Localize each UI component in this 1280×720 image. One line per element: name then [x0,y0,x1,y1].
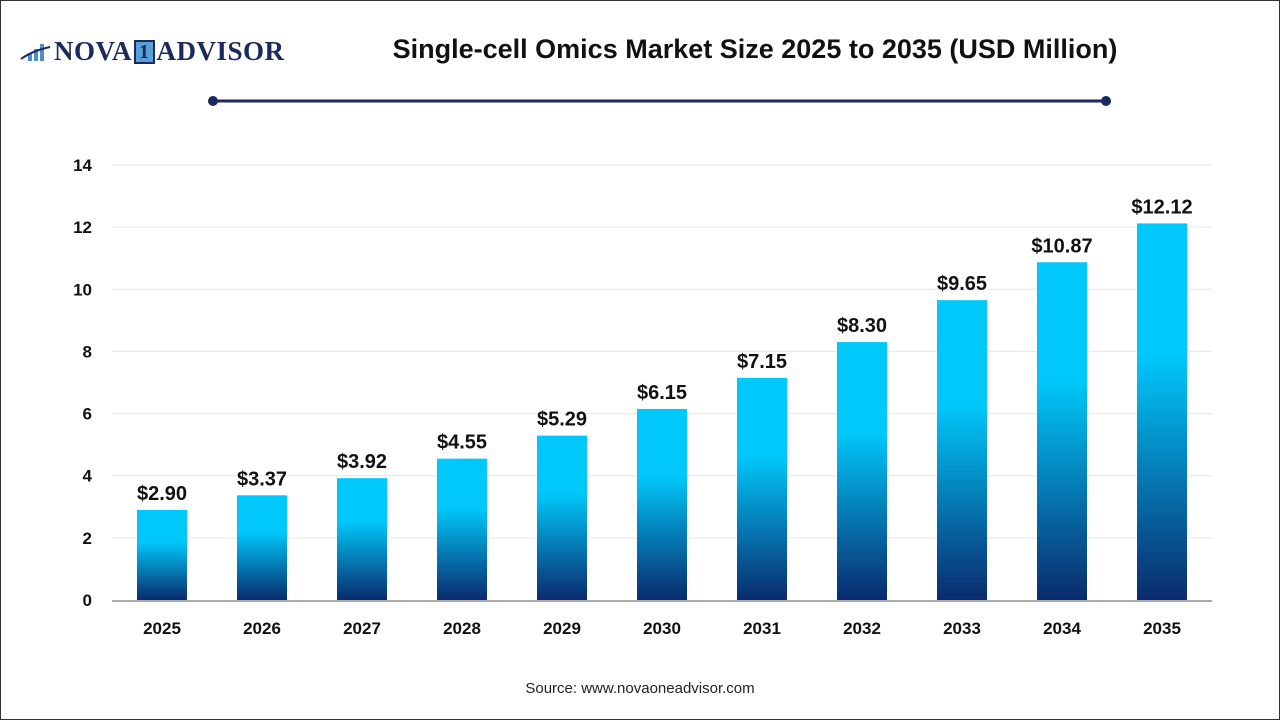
data-label: $7.15 [737,351,787,373]
y-tick-label: 12 [73,218,92,237]
divider-dot-right [1101,96,1111,106]
chart-bars-logo-icon [20,43,51,61]
bar-2033 [937,300,987,600]
bar-2035 [1137,223,1187,600]
data-label: $12.12 [1131,196,1192,218]
x-tick-label: 2030 [643,619,681,638]
data-label: $4.55 [437,432,487,454]
x-tick-label: 2028 [443,619,481,638]
bar-2034 [1037,262,1087,600]
data-label: $8.30 [837,315,887,337]
x-tick-label: 2026 [243,619,281,638]
y-tick-label: 8 [83,342,92,361]
source-note: Source: www.novaoneadvisor.com [525,680,755,697]
y-tick-label: 6 [83,405,92,424]
data-label: $6.15 [637,382,687,404]
bar-2028 [437,458,487,600]
x-tick-label: 2027 [343,619,381,638]
bar-2026 [237,495,287,600]
bar-2032 [837,342,887,600]
data-label: $2.90 [137,483,187,505]
bar-2025 [137,509,187,600]
y-tick-label: 4 [83,467,93,486]
data-label: $10.87 [1031,235,1092,257]
bar-2029 [537,435,587,600]
logo-text-one: 1 [134,39,155,64]
x-tick-label: 2025 [143,619,181,638]
bar-2030 [637,408,687,600]
y-tick-label: 14 [73,156,92,175]
x-tick-label: 2031 [743,619,781,638]
chart-title: Single-cell Omics Market Size 2025 to 20… [392,34,1118,64]
x-tick-label: 2032 [843,619,881,638]
bar-2027 [337,478,387,600]
x-tick-label: 2029 [543,619,581,638]
x-tick-label: 2035 [1143,619,1181,638]
data-label: $9.65 [937,273,987,295]
bar-2031 [737,377,787,600]
x-tick-label: 2033 [943,619,981,638]
data-label: $3.37 [237,468,287,490]
divider-dot-left [208,96,218,106]
data-label: $3.92 [337,451,387,473]
y-tick-label: 0 [83,591,92,610]
logo: NOVA 1 ADVISOR [20,36,285,67]
x-tick-label: 2034 [1043,619,1081,638]
y-tick-label: 2 [83,529,92,548]
data-label: $5.29 [537,409,587,431]
logo-text-advisor: ADVISOR [156,36,285,66]
logo-text-nova: NOVA [54,36,133,66]
y-tick-label: 10 [73,280,92,299]
